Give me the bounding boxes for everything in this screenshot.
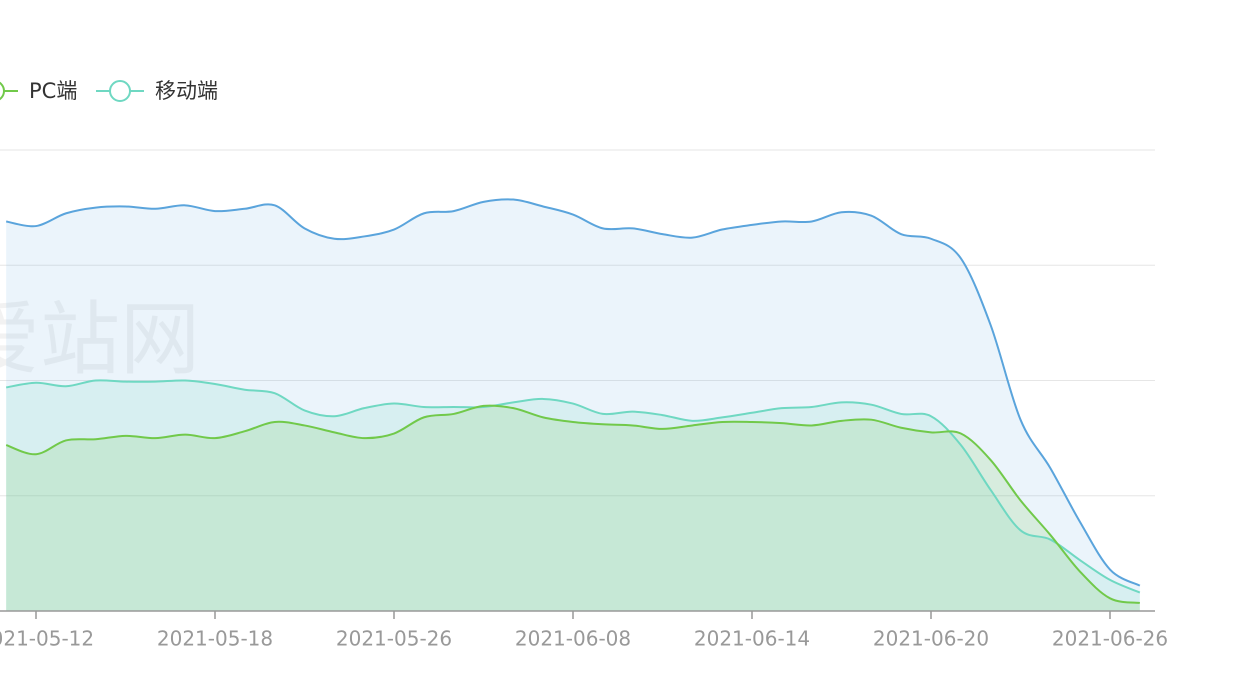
area xyxy=(6,199,1140,611)
legend-label: PC端 xyxy=(29,79,77,103)
line xyxy=(5,404,1140,604)
line xyxy=(5,198,1141,587)
x-tick-label: 2021-06-26 xyxy=(1052,627,1168,651)
watermark: 爱站网 xyxy=(0,293,200,386)
x-tick-label: 2021-05-12 xyxy=(0,627,94,651)
x-tick-label: 2021-06-14 xyxy=(694,627,810,651)
legend-marker xyxy=(0,81,5,101)
legend-label: 移动端 xyxy=(155,79,218,103)
area xyxy=(6,380,1140,611)
x-tick-label: 2021-06-20 xyxy=(873,627,989,651)
area xyxy=(6,405,1140,611)
legend-marker xyxy=(109,80,131,102)
x-tick-label: 2021-05-26 xyxy=(336,627,452,651)
line xyxy=(6,379,1141,594)
x-tick-label: 2021-05-18 xyxy=(157,627,273,651)
x-tick-label: 2021-06-08 xyxy=(515,627,631,651)
